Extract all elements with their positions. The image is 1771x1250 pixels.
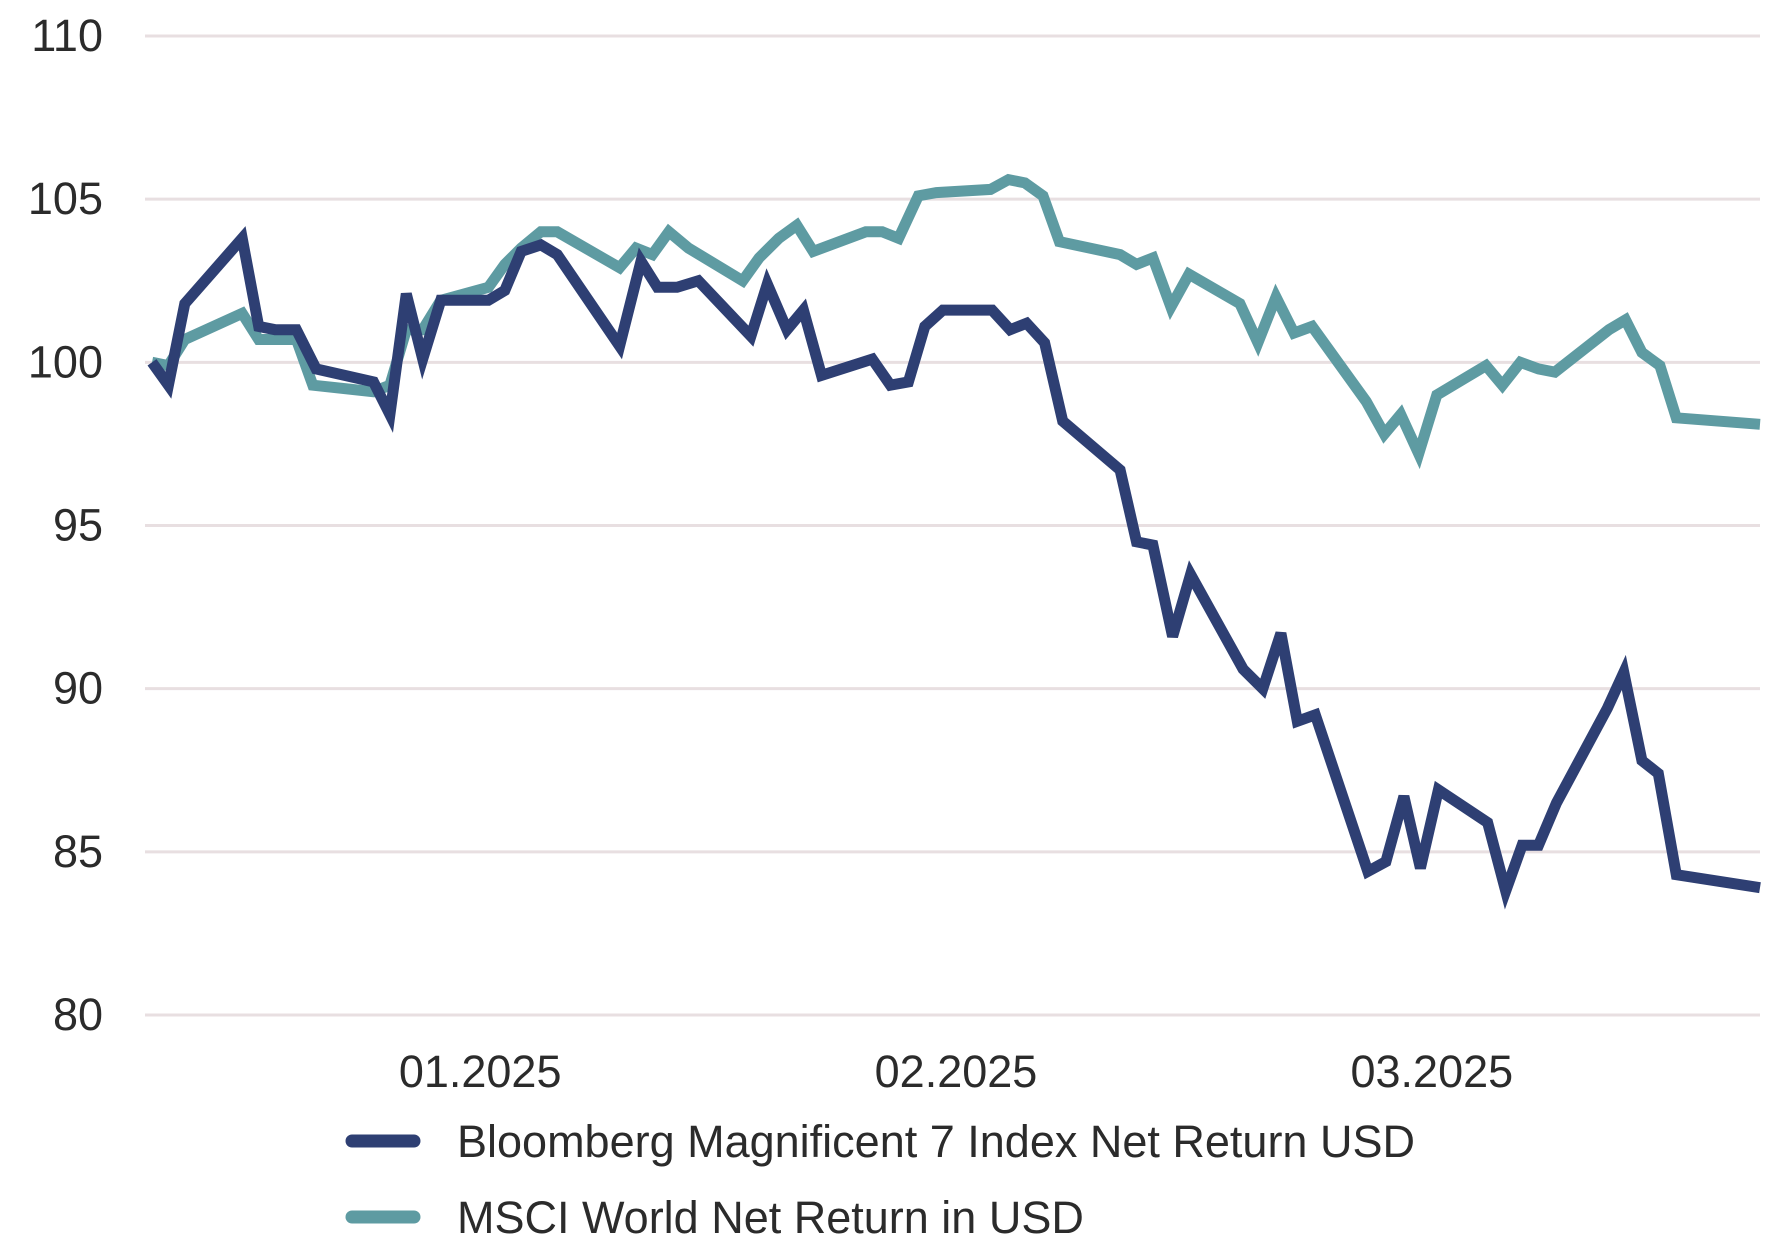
x-tick-label-1: 02.2025 <box>875 1046 1038 1097</box>
series-line-0 <box>147 226 1761 910</box>
series-lines <box>147 173 1761 910</box>
y-tick-label-85: 85 <box>53 826 103 877</box>
x-tick-label-2: 03.2025 <box>1351 1046 1514 1097</box>
y-tick-label-110: 110 <box>31 10 103 61</box>
y-tick-label-95: 95 <box>53 500 103 551</box>
gridlines <box>145 34 1760 1017</box>
series-line-1 <box>150 173 1761 470</box>
x-tick-label-0: 01.2025 <box>399 1046 562 1097</box>
y-tick-label-90: 90 <box>53 663 103 714</box>
y-tick-label-80: 80 <box>53 989 103 1040</box>
y-tick-label-100: 100 <box>28 336 103 387</box>
legend-label-0: Bloomberg Magnificent 7 Index Net Return… <box>457 1116 1415 1167</box>
legend: Bloomberg Magnificent 7 Index Net Return… <box>345 1116 1415 1243</box>
y-axis-tick-labels: 80 85 90 95 100 105 110 <box>28 10 103 1040</box>
legend-label-1: MSCI World Net Return in USD <box>457 1192 1084 1243</box>
y-tick-label-105: 105 <box>28 173 103 224</box>
x-axis-tick-labels: 01.2025 02.2025 03.2025 <box>399 1046 1513 1097</box>
